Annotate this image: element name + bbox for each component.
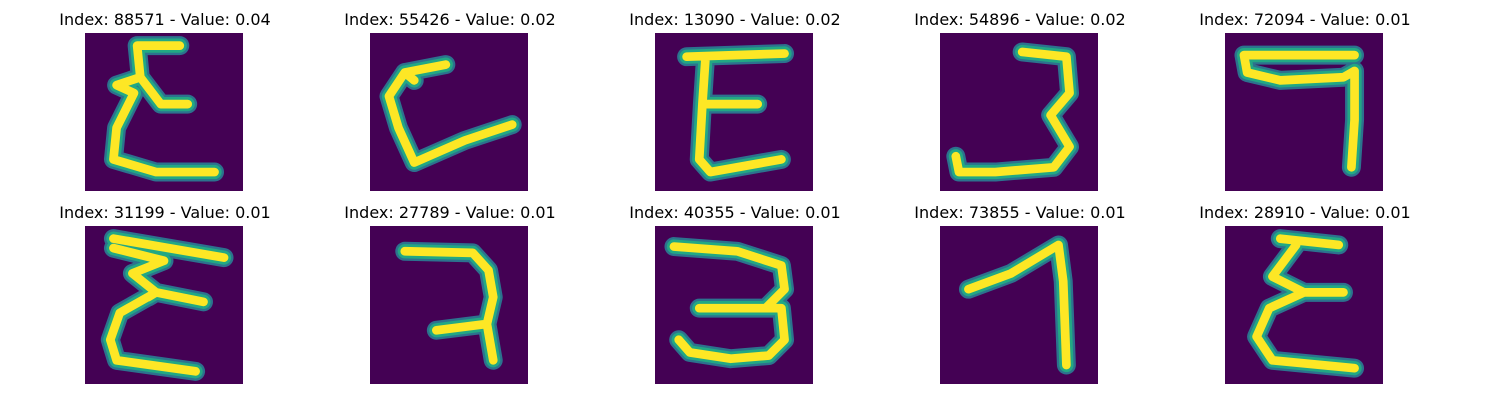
character-image-10 — [1225, 226, 1383, 384]
panel-2: Index: 55426 - Value: 0.02 — [300, 0, 600, 193]
character-image-2 — [370, 33, 528, 191]
panel-title: Index: 72094 - Value: 0.01 — [1199, 10, 1411, 29]
character-image-4 — [940, 33, 1098, 191]
character-image-5 — [1225, 33, 1383, 191]
panel-title: Index: 54896 - Value: 0.02 — [914, 10, 1126, 29]
glyph-stroke — [951, 47, 1074, 177]
glyph-stroke — [384, 60, 517, 167]
glyph-stroke — [682, 49, 789, 177]
panel-6: Index: 31199 - Value: 0.01 — [15, 193, 315, 386]
panel-title: Index: 55426 - Value: 0.02 — [344, 10, 556, 29]
panel-title: Index: 13090 - Value: 0.02 — [629, 10, 841, 29]
glyph-stroke — [105, 234, 229, 376]
glyph-stroke — [669, 242, 789, 364]
character-image-8 — [655, 226, 813, 384]
glyph-stroke — [1252, 234, 1359, 373]
character-image-3 — [655, 33, 813, 191]
character-image-7 — [370, 226, 528, 384]
panel-title: Index: 88571 - Value: 0.04 — [59, 10, 271, 29]
glyph-stroke — [109, 41, 219, 177]
panel-1: Index: 88571 - Value: 0.04 — [15, 0, 315, 193]
panel-7: Index: 27789 - Value: 0.01 — [300, 193, 600, 386]
panel-4: Index: 54896 - Value: 0.02 — [870, 0, 1170, 193]
character-image-1 — [85, 33, 243, 191]
panel-5: Index: 72094 - Value: 0.01 — [1155, 0, 1455, 193]
panel-title: Index: 27789 - Value: 0.01 — [344, 203, 556, 222]
panel-title: Index: 31199 - Value: 0.01 — [59, 203, 271, 222]
panel-9: Index: 73855 - Value: 0.01 — [870, 193, 1170, 386]
panel-title: Index: 40355 - Value: 0.01 — [629, 203, 841, 222]
glyph-stroke — [1239, 50, 1359, 172]
panel-title: Index: 73855 - Value: 0.01 — [914, 203, 1126, 222]
character-image-6 — [85, 226, 243, 384]
panel-8: Index: 40355 - Value: 0.01 — [585, 193, 885, 386]
character-image-9 — [940, 226, 1098, 384]
panel-10: Index: 28910 - Value: 0.01 — [1155, 193, 1455, 386]
panel-3: Index: 13090 - Value: 0.02 — [585, 0, 885, 193]
panel-title: Index: 28910 - Value: 0.01 — [1199, 203, 1411, 222]
glyph-stroke — [964, 240, 1071, 370]
glyph-stroke — [400, 246, 498, 365]
